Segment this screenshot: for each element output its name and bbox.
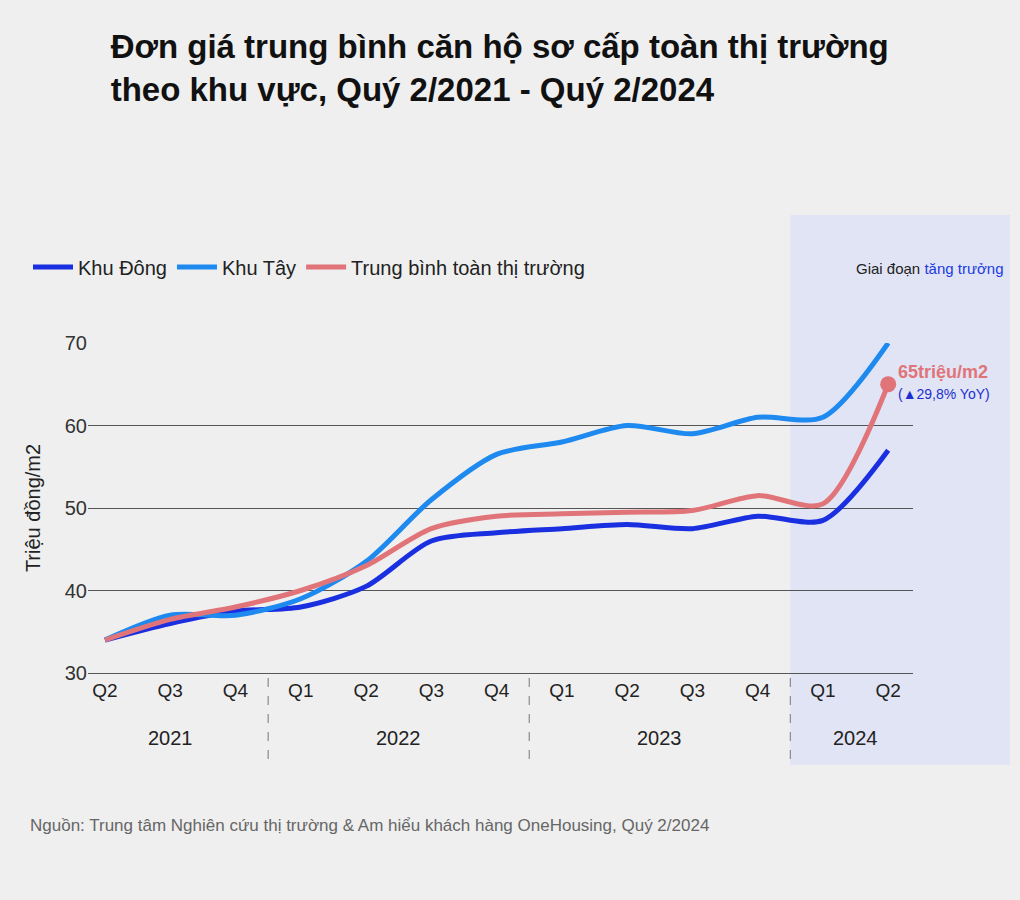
svg-text:(▲29,8% YoY): (▲29,8% YoY): [898, 386, 990, 402]
svg-text:30: 30: [65, 662, 87, 684]
svg-text:Q1: Q1: [810, 680, 835, 701]
svg-text:Đơn giá trung bình căn hộ sơ c: Đơn giá trung bình căn hộ sơ cấp toàn th…: [111, 28, 889, 108]
svg-text:60: 60: [65, 415, 87, 437]
svg-text:Q4: Q4: [484, 680, 510, 701]
svg-text:Q3: Q3: [680, 680, 705, 701]
svg-text:Khu Tây: Khu Tây: [222, 257, 296, 279]
svg-text:Q3: Q3: [419, 680, 444, 701]
svg-text:Giai đoạn tăng trưởng: Giai đoạn tăng trưởng: [856, 260, 1003, 277]
svg-text:Q2: Q2: [353, 680, 378, 701]
svg-text:Nguồn: Trung tâm Nghiên cứu th: Nguồn: Trung tâm Nghiên cứu thị trường &…: [30, 816, 709, 835]
svg-text:2023: 2023: [637, 727, 682, 749]
svg-text:Khu Đông: Khu Đông: [78, 257, 167, 279]
svg-text:Trung bình toàn thị trường: Trung bình toàn thị trường: [351, 257, 585, 279]
svg-text:50: 50: [65, 497, 87, 519]
svg-text:70: 70: [65, 332, 87, 354]
svg-text:Q4: Q4: [223, 680, 249, 701]
svg-text:Q2: Q2: [92, 680, 117, 701]
svg-text:2024: 2024: [833, 727, 878, 749]
svg-text:Q2: Q2: [876, 680, 901, 701]
svg-text:Q1: Q1: [549, 680, 574, 701]
svg-text:2022: 2022: [376, 727, 421, 749]
svg-text:65triệu/m2: 65triệu/m2: [898, 362, 988, 382]
svg-text:Q2: Q2: [614, 680, 639, 701]
svg-text:Q3: Q3: [158, 680, 183, 701]
svg-text:40: 40: [65, 580, 87, 602]
svg-text:Triệu đồng/m2: Triệu đồng/m2: [22, 444, 44, 572]
svg-text:Q4: Q4: [745, 680, 771, 701]
svg-text:2021: 2021: [148, 727, 193, 749]
svg-text:Q1: Q1: [288, 680, 313, 701]
